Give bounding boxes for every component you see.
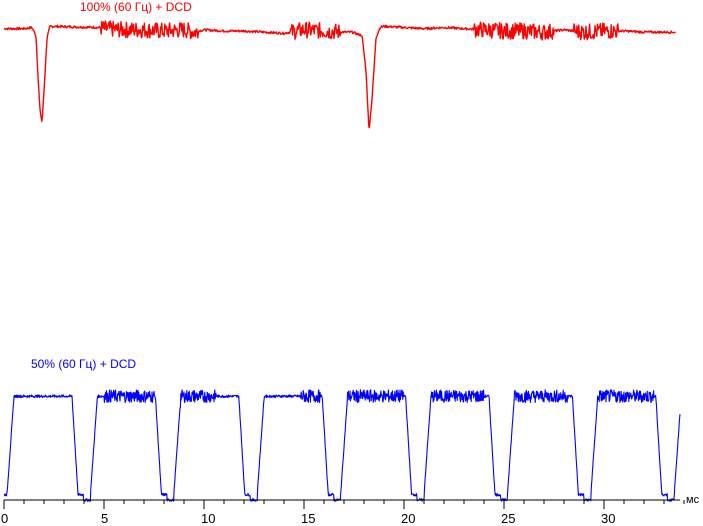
x-tick-label: 15 xyxy=(301,511,315,526)
top-panel: 100% (60 Гц) + DCD xyxy=(3,0,676,129)
x-tick-label: 25 xyxy=(501,511,515,526)
x-axis-unit: мс xyxy=(686,494,700,506)
x-axis-ticks: 0 5 10 15 20 25 30 xyxy=(1,500,685,526)
x-axis: 0 5 10 15 20 25 30 мс xyxy=(1,494,700,526)
bottom-panel: 50% (60 Гц) + DCD xyxy=(3,357,681,502)
series-label-red: 100% (60 Гц) + DCD xyxy=(80,0,192,14)
x-tick-label: 30 xyxy=(601,511,615,526)
series-line-blue xyxy=(3,389,681,502)
series-label-blue: 50% (60 Гц) + DCD xyxy=(31,357,136,371)
x-tick-label: 10 xyxy=(201,511,215,526)
x-tick-label: 0 xyxy=(1,511,8,526)
x-tick-label: 20 xyxy=(401,511,415,526)
x-tick-label: 5 xyxy=(101,511,108,526)
series-line-red xyxy=(3,20,676,129)
